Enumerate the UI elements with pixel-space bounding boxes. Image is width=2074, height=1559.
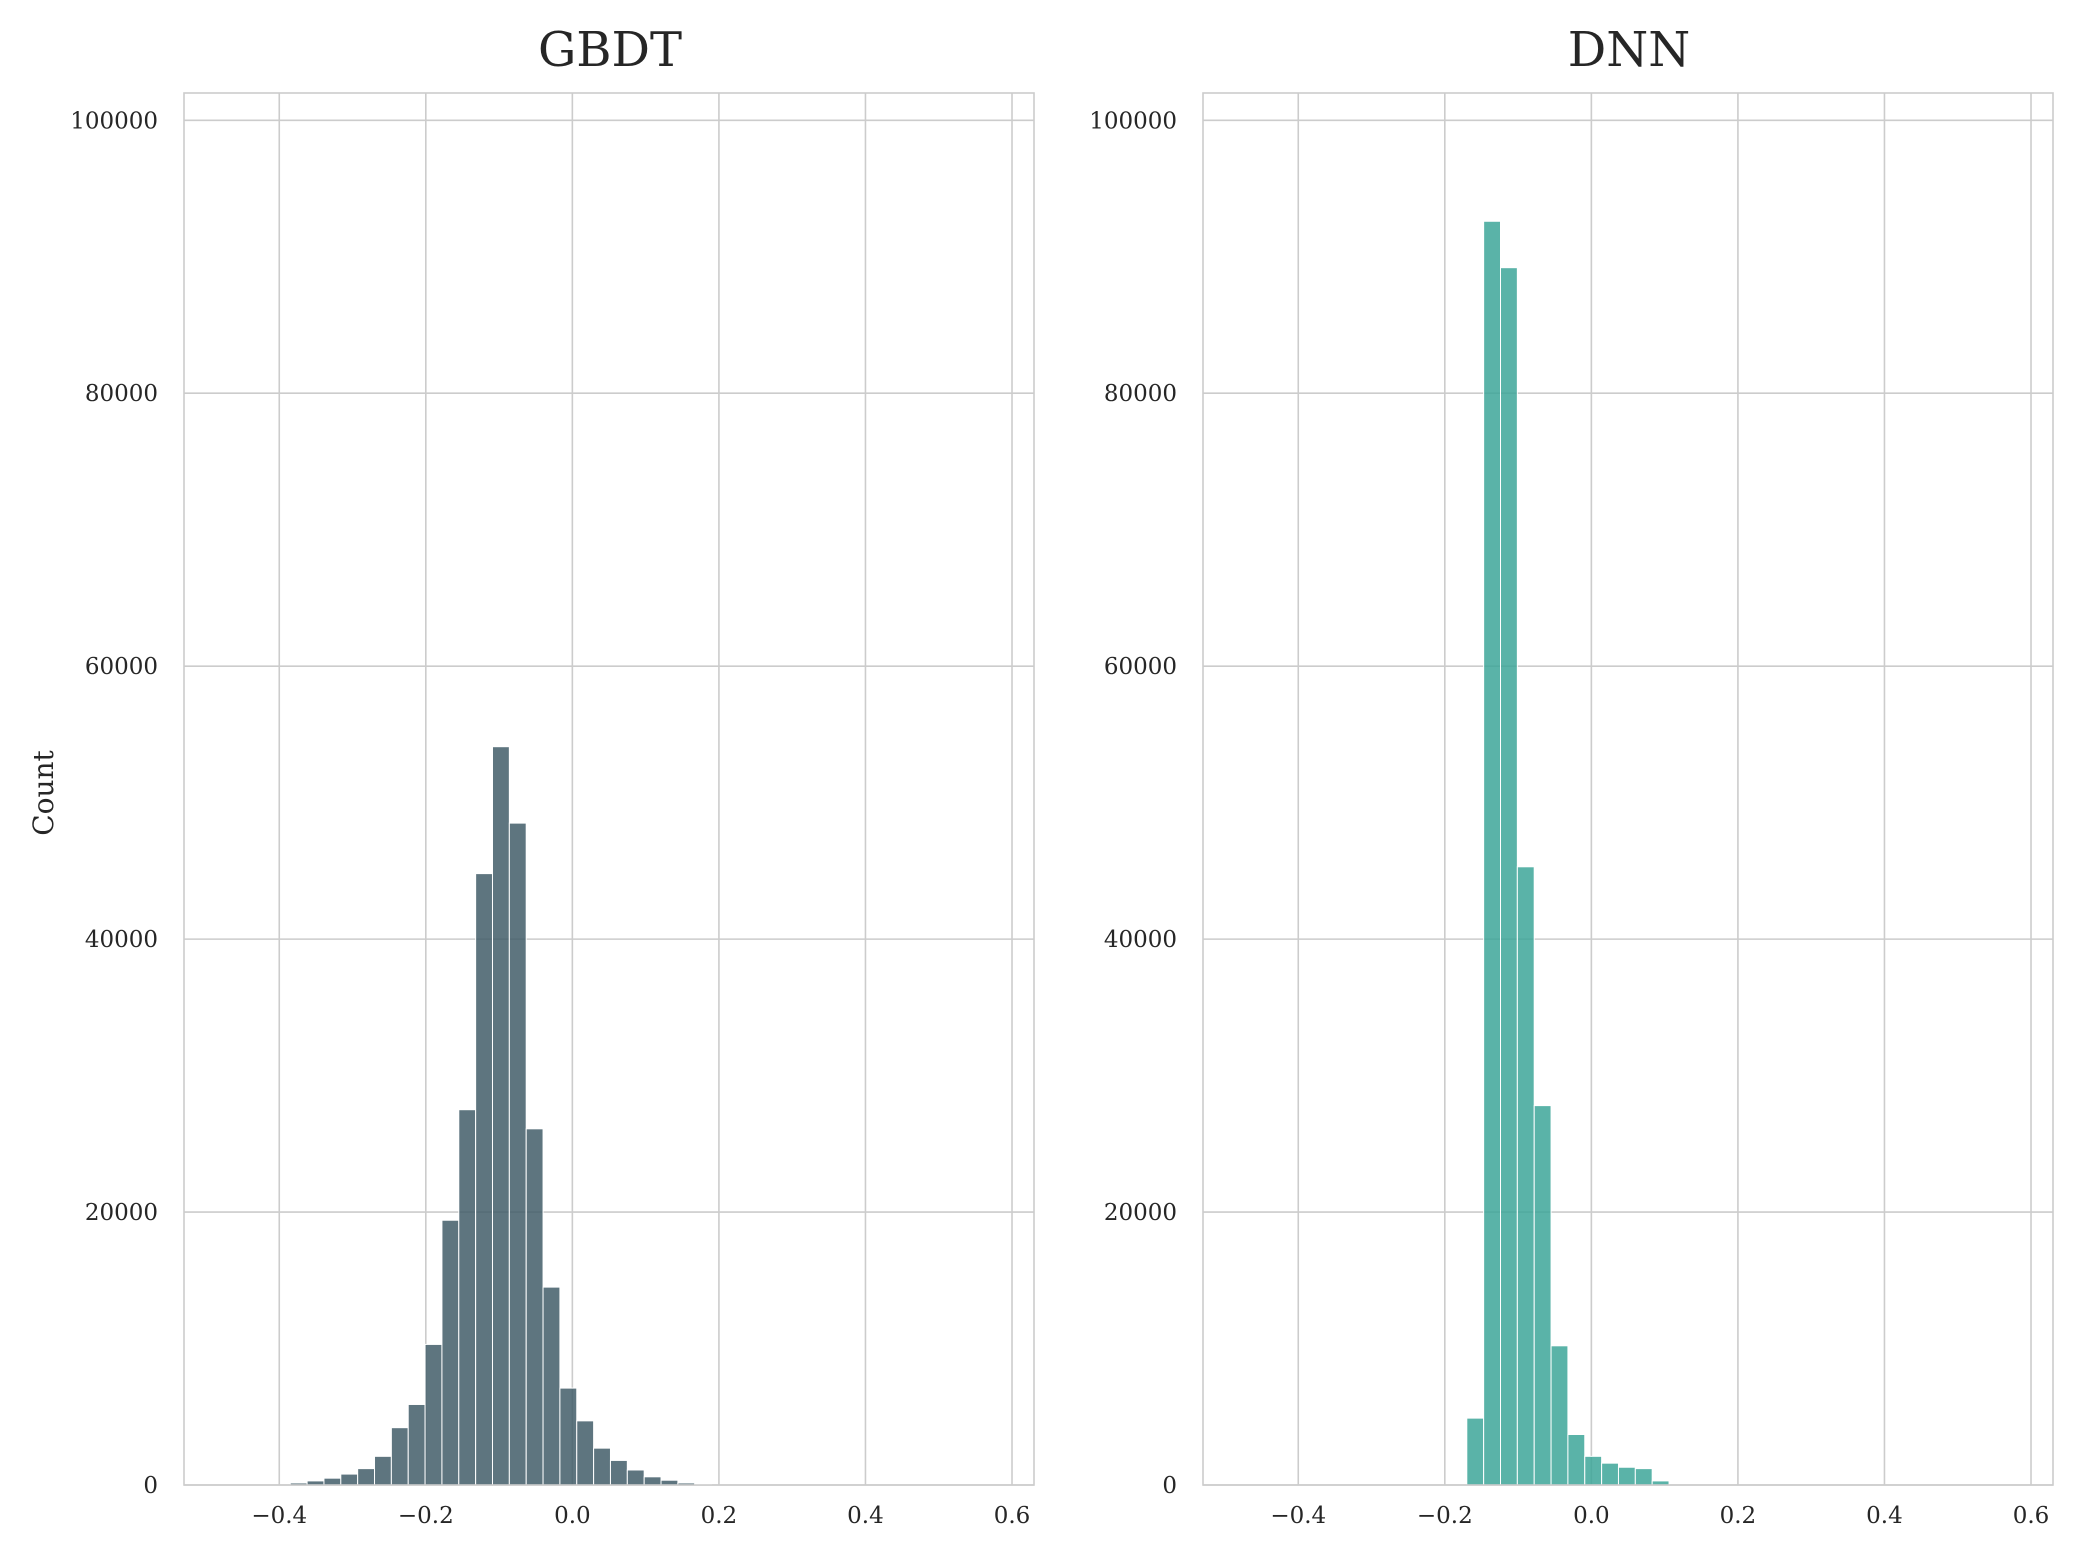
- gbdt-histogram-bar: [458, 1109, 477, 1486]
- dnn-histogram-bar: [1601, 1462, 1619, 1486]
- gbdt-histogram-bar: [576, 1420, 595, 1486]
- gbdt-x-tick-label: 0.4: [847, 1503, 884, 1529]
- dnn-histogram-panel: DNN −0.4 −0.2 0.0 0.2 0.4 0.6 0 20000 40000 6000…: [1089, 22, 2054, 1529]
- dnn-y-tick-label: 100000: [1089, 108, 1177, 134]
- dnn-histogram-bar: [1584, 1455, 1603, 1486]
- dnn-x-tick-label: −0.4: [1270, 1503, 1326, 1529]
- gbdt-x-tick-label: −0.2: [398, 1503, 454, 1529]
- dnn-histogram-bar: [1516, 866, 1535, 1486]
- gbdt-histogram-bar: [441, 1219, 460, 1486]
- gbdt-x-tick-label: −0.4: [251, 1503, 307, 1529]
- gbdt-bars: [289, 746, 713, 1486]
- dnn-histogram-bar: [1634, 1468, 1653, 1486]
- dnn-x-tick-label: 0.0: [1573, 1503, 1610, 1529]
- dnn-y-tick-labels: 0 20000 40000 60000 80000 100000: [1089, 108, 1177, 1499]
- gbdt-histogram-bar: [643, 1476, 662, 1486]
- gbdt-histogram-bar: [323, 1477, 342, 1486]
- gbdt-histogram-bar: [508, 822, 527, 1486]
- gbdt-chart-title: GBDT: [538, 22, 682, 78]
- dnn-y-tick-label: 40000: [1104, 927, 1177, 953]
- dnn-histogram-bar: [1500, 267, 1518, 1486]
- gbdt-histogram-bar: [593, 1447, 611, 1486]
- gbdt-histogram-bar: [491, 746, 510, 1486]
- gbdt-x-tick-label: 0.0: [554, 1503, 591, 1529]
- gbdt-plot-frame: [183, 92, 1035, 1486]
- gbdt-histogram-bar: [424, 1343, 443, 1486]
- dnn-x-tick-labels: −0.4 −0.2 0.0 0.2 0.4 0.6: [1270, 1503, 2049, 1529]
- dnn-histogram-bar: [1483, 220, 1502, 1486]
- dnn-x-tick-label: 0.4: [1866, 1503, 1903, 1529]
- dnn-y-tick-label: 0: [1162, 1473, 1177, 1499]
- dnn-x-tick-label: 0.2: [1720, 1503, 1757, 1529]
- dnn-y-tick-label: 60000: [1104, 654, 1177, 680]
- gbdt-gridlines: [184, 93, 1034, 1486]
- dnn-histogram-bar: [1550, 1345, 1569, 1486]
- gbdt-histogram-bar: [475, 873, 493, 1486]
- gbdt-y-tick-label: 100000: [70, 108, 158, 134]
- gbdt-histogram-bar: [374, 1455, 392, 1486]
- gbdt-histogram-bar: [559, 1387, 578, 1486]
- gbdt-y-axis-label: Count: [27, 749, 60, 835]
- gbdt-y-tick-label: 0: [143, 1473, 158, 1499]
- gbdt-histogram-bar: [340, 1473, 359, 1486]
- dnn-chart-title: DNN: [1568, 22, 1690, 78]
- dnn-y-tick-label: 20000: [1104, 1200, 1177, 1226]
- gbdt-x-tick-label: 0.6: [994, 1503, 1031, 1529]
- dnn-histogram-bar: [1533, 1105, 1552, 1486]
- gbdt-histogram-bar: [390, 1427, 409, 1486]
- gbdt-histogram-panel: GBDT Count −0.4 −0.2 0.0 0.2 0.4 0.6 0 20000 40…: [27, 22, 1035, 1529]
- dnn-x-tick-label: −0.2: [1417, 1503, 1473, 1529]
- gbdt-histogram-bar: [525, 1128, 544, 1486]
- dnn-plot-frame: [1202, 92, 2054, 1486]
- dnn-x-tick-label: 0.6: [2013, 1503, 2050, 1529]
- dnn-bars: [1466, 220, 1670, 1486]
- dnn-histogram-bar: [1567, 1434, 1586, 1486]
- dnn-gridlines: [1203, 93, 2053, 1486]
- gbdt-y-tick-label: 20000: [85, 1200, 158, 1226]
- gbdt-y-tick-label: 60000: [85, 654, 158, 680]
- gbdt-y-tick-labels: 0 20000 40000 60000 80000 100000: [70, 108, 158, 1499]
- gbdt-y-tick-label: 40000: [85, 927, 158, 953]
- gbdt-histogram-bar: [357, 1468, 376, 1486]
- gbdt-histogram-bar: [626, 1469, 645, 1486]
- gbdt-x-tick-labels: −0.4 −0.2 0.0 0.2 0.4 0.6: [251, 1503, 1030, 1529]
- gbdt-histogram-bar: [542, 1286, 561, 1486]
- gbdt-histogram-bar: [609, 1459, 628, 1486]
- dnn-histogram-bar: [1617, 1466, 1636, 1486]
- gbdt-y-tick-label: 80000: [85, 381, 158, 407]
- gbdt-histogram-bar: [407, 1403, 426, 1486]
- dnn-histogram-bar: [1466, 1417, 1485, 1486]
- dnn-y-tick-label: 80000: [1104, 381, 1177, 407]
- gbdt-x-tick-label: 0.2: [701, 1503, 738, 1529]
